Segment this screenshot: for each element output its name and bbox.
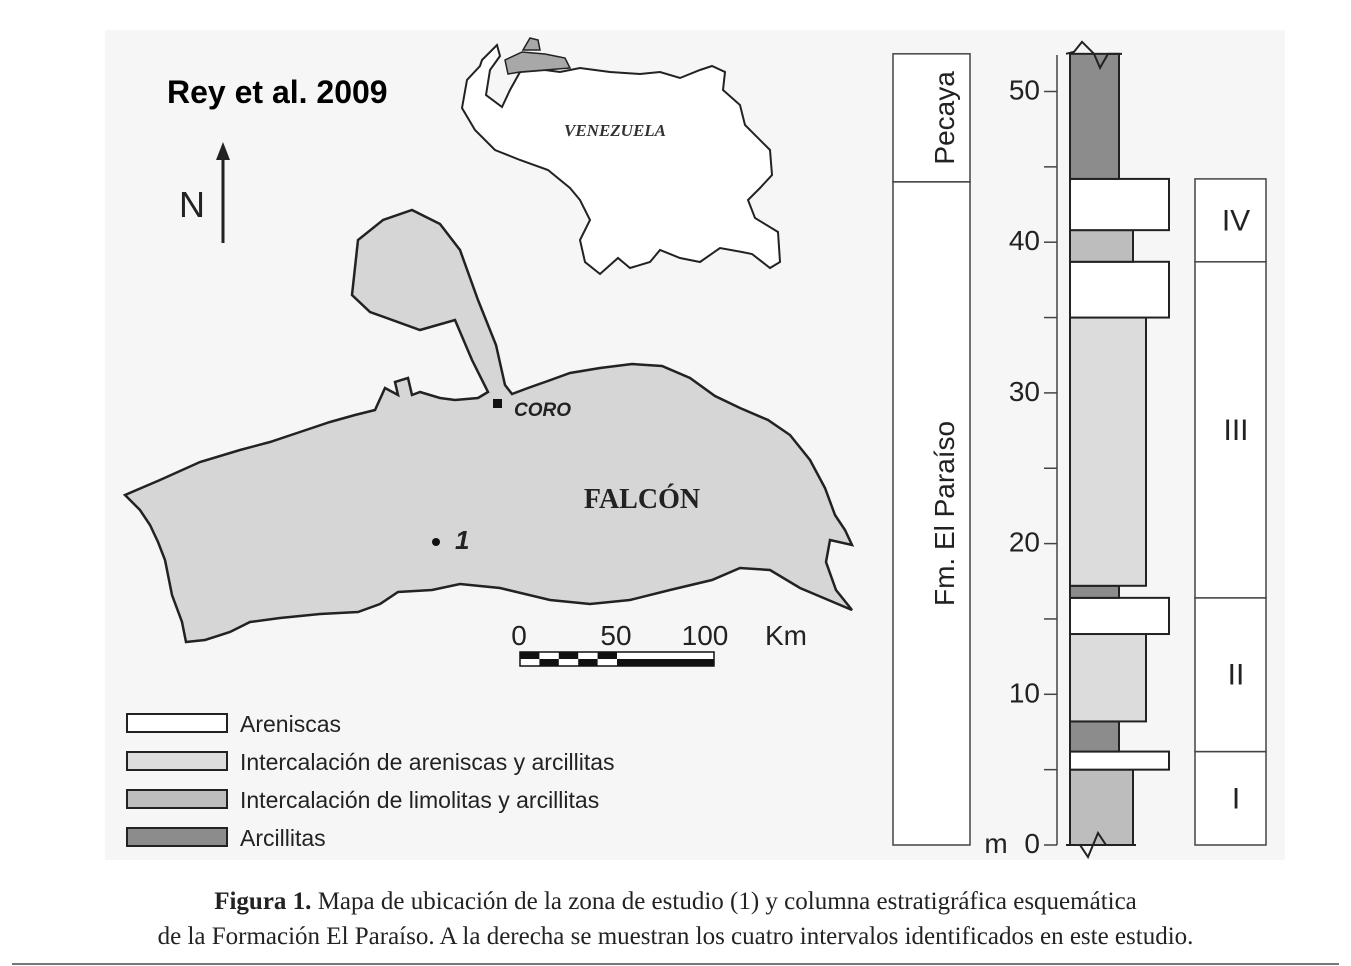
interval-box <box>1194 178 1267 263</box>
interval-label: II <box>1228 659 1245 692</box>
formation-box <box>892 53 971 183</box>
scale-block <box>558 652 579 659</box>
column-layer <box>1069 316 1147 587</box>
scale-tick-100: 100 <box>682 620 729 651</box>
bottom-rule <box>12 963 1339 965</box>
column-layer <box>1069 720 1120 753</box>
legend-label: Intercalación de areniscas y arcillitas <box>240 749 615 775</box>
scale-tick-0: 0 <box>511 620 527 651</box>
site-marker <box>432 538 440 546</box>
paraguana-inset <box>521 37 541 51</box>
column-layer <box>1069 260 1170 319</box>
scale-block <box>597 652 617 659</box>
city-label: CORO <box>514 400 571 421</box>
legend-label: Areniscas <box>240 711 341 737</box>
falcon-outline <box>122 208 855 644</box>
column-layer <box>1069 229 1134 263</box>
depth-tick-label: 20 <box>1009 527 1040 558</box>
column-layer <box>1069 177 1170 232</box>
column-break-top <box>1065 40 1122 71</box>
scale-block <box>617 659 714 666</box>
falcon-state-map: CORO FALCÓN 1 <box>122 208 855 644</box>
north-label: N <box>179 184 205 225</box>
column-layer <box>1069 768 1134 847</box>
depth-tick-label: 10 <box>1009 677 1040 708</box>
column-layer <box>1069 750 1170 771</box>
scale-tick-50: 50 <box>600 620 631 651</box>
interval-label: I <box>1232 782 1240 815</box>
scale-unit: Km <box>765 620 807 651</box>
interval-box <box>1194 750 1267 846</box>
scale-checker <box>520 652 714 666</box>
column-layer <box>1069 584 1120 599</box>
formation-label: Pecaya <box>929 71 960 165</box>
legend-swatch <box>126 827 228 847</box>
scale-block <box>520 652 540 659</box>
coro-marker <box>493 399 502 408</box>
depth-tick-label: 40 <box>1009 225 1040 256</box>
caption-line-1: Figura 1. Mapa de ubicación de la zona d… <box>0 887 1351 917</box>
scale-bar: 0 50 100 Km <box>511 620 807 667</box>
depth-tick-label: 0 <box>1024 828 1040 859</box>
interval-box <box>1194 597 1267 753</box>
formation-label: Fm. El Paraíso <box>929 421 960 606</box>
country-label: VENEZUELA <box>564 121 666 140</box>
scale-block <box>539 659 559 666</box>
scale-block <box>578 659 598 666</box>
formation-box <box>892 181 971 846</box>
depth-unit-label: m <box>984 828 1007 859</box>
column-layer <box>1069 633 1147 723</box>
column-layer <box>1069 596 1170 636</box>
legend-swatch <box>126 789 228 809</box>
depth-tick-label: 50 <box>1009 75 1040 106</box>
stratigraphic-column <box>1065 40 1170 860</box>
state-label: FALCÓN <box>584 484 700 515</box>
depth-tick-label: 30 <box>1009 376 1040 407</box>
caption-text-1: Mapa de ubicación de la zona de estudio … <box>311 888 1137 915</box>
legend-swatch <box>126 713 228 733</box>
legend-swatch <box>126 751 228 771</box>
caption-bold: Figura 1. <box>214 888 312 915</box>
author-label: Rey et al. 2009 <box>167 74 388 110</box>
site-label: 1 <box>455 525 469 555</box>
interval-label: IV <box>1222 204 1250 237</box>
north-arrow-head <box>216 142 230 160</box>
column-break-bottom <box>1066 830 1136 860</box>
falcon-inset <box>504 51 572 75</box>
depth-axis: 0 10 20 30 40 50 m <box>984 55 1058 859</box>
formation-column: Pecaya Fm. El Paraíso <box>892 53 971 846</box>
caption-line-2: de la Formación El Paraíso. A la derecha… <box>157 923 1194 950</box>
column-layer <box>1069 52 1120 180</box>
venezuela-outline <box>460 43 782 276</box>
interval-box <box>1194 261 1267 599</box>
legend-label: Intercalación de limolitas y arcillitas <box>240 787 599 813</box>
legend-label: Arcillitas <box>240 825 326 851</box>
interval-label: III <box>1223 414 1248 447</box>
north-arrow: N <box>179 142 230 243</box>
venezuela-inset-map: VENEZUELA <box>460 37 782 276</box>
legend: Areniscas Intercalación de areniscas y ar… <box>126 711 615 851</box>
